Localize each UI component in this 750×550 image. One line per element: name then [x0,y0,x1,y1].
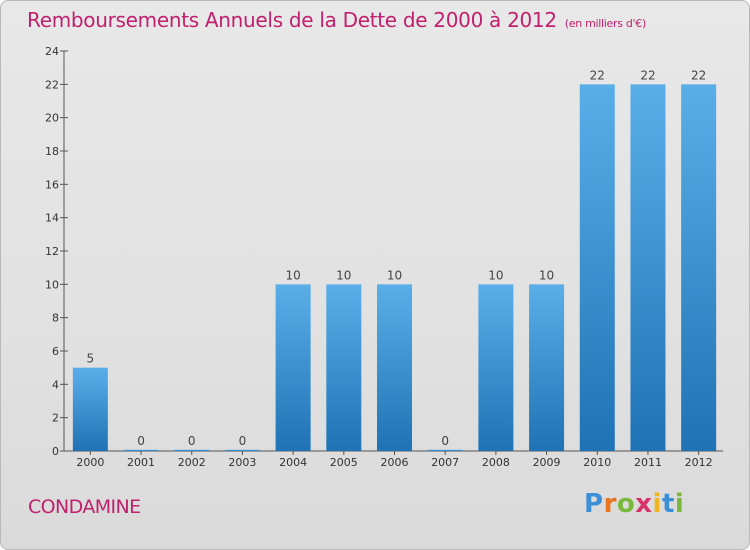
value-label: 10 [539,268,554,282]
y-tick-label: 12 [45,245,59,258]
x-tick-label: 2012 [685,456,713,469]
value-label: 0 [188,434,196,448]
bar [377,284,412,451]
value-label: 22 [640,68,655,82]
bar [681,84,717,451]
y-tick-label: 8 [52,312,59,325]
value-label: 10 [336,268,351,282]
value-label: 22 [590,68,605,82]
y-tick-label: 24 [45,45,59,58]
value-label: 5 [87,352,95,366]
title-text: Remboursements Annuels de la Dette de 20… [27,8,557,32]
y-tick-label: 6 [52,345,59,358]
x-tick-label: 2003 [228,456,256,469]
chart-title: Remboursements Annuels de la Dette de 20… [27,8,646,32]
value-label: 10 [387,268,402,282]
unit-label: (en milliers d'€) [564,17,646,30]
y-tick-label: 18 [45,145,59,158]
bar [326,284,362,451]
bar [630,84,666,451]
y-tick-label: 2 [52,412,59,425]
proxiti-logo: Proxiti [584,489,685,519]
y-tick-label: 20 [45,112,59,125]
bars [72,84,717,451]
x-tick-label: 2006 [381,456,409,469]
bar [123,449,159,451]
value-label: 0 [239,434,247,448]
commune-name: CONDAMINE [28,496,141,518]
x-tick-label: 2002 [178,456,206,469]
y-tick-label: 4 [52,378,59,391]
value-label: 10 [285,268,300,282]
bar [174,449,210,451]
bar [224,449,260,451]
bar [72,367,108,451]
x-tick-label: 2001 [127,456,155,469]
bar [529,284,565,451]
value-label: 22 [691,68,706,82]
value-label: 10 [488,268,503,282]
bar [275,284,311,451]
x-tick-label: 2005 [330,456,358,469]
bar [579,84,615,451]
value-labels: 5 0 0 0 10 10 10 0 10 10 22 22 22 [87,68,707,447]
bar [478,284,514,451]
x-tick-label: 2009 [533,456,561,469]
value-label: 0 [137,434,145,448]
y-tick-label: 22 [45,78,59,91]
bar [427,449,463,451]
x-tick-label: 2004 [279,456,307,469]
y-tick-label: 0 [52,445,59,458]
x-tick-label: 2008 [482,456,510,469]
y-tick-label: 10 [45,278,59,291]
x-tick-label: 2011 [634,456,662,469]
y-tick-label: 14 [45,212,59,225]
x-tick-label: 2007 [431,456,459,469]
x-tick-label: 2000 [76,456,104,469]
y-tick-label: 16 [45,178,59,191]
x-tick-label: 2010 [583,456,611,469]
value-label: 0 [441,434,449,448]
